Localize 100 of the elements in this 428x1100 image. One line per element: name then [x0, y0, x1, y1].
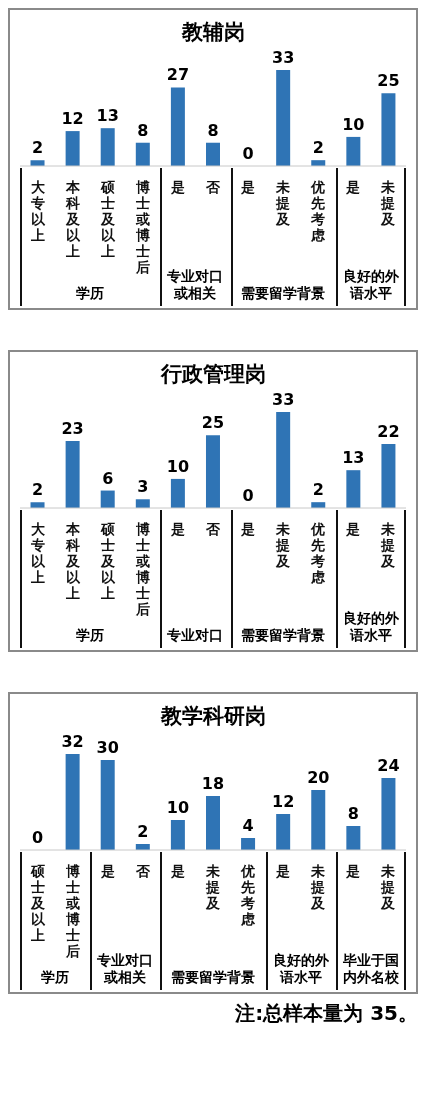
- data-label: 24: [376, 756, 401, 776]
- bar: [100, 760, 115, 850]
- x-tick-label: 硕士及以上: [29, 863, 46, 943]
- data-label: 13: [341, 448, 366, 469]
- data-label: 2: [311, 138, 325, 159]
- x-tick-label: 博士或博士后: [64, 863, 80, 959]
- bar: [205, 435, 220, 508]
- x-tick-label: 大专以上: [29, 179, 46, 243]
- text: 需要留学背景: [233, 285, 333, 302]
- bar: [311, 790, 326, 850]
- x-tick-label: 是: [169, 521, 185, 537]
- x-tick-label: 本科及以上: [64, 521, 81, 601]
- data-label: 33: [271, 48, 296, 68]
- x-tick-label: 否: [205, 521, 221, 537]
- data-label: 30: [95, 738, 120, 758]
- bar: [170, 820, 185, 850]
- data-label: 25: [376, 71, 401, 92]
- bar: [135, 499, 150, 508]
- bar: [65, 754, 80, 850]
- x-tick-label: 否: [205, 179, 221, 195]
- data-label: 2: [30, 480, 45, 501]
- x-tick-label: 是: [169, 179, 185, 195]
- data-label: 22: [376, 422, 401, 442]
- data-label: 2: [311, 480, 325, 501]
- x-tick-label: 博士或博士后: [134, 521, 150, 617]
- data-label: 12: [271, 792, 296, 812]
- data-label: 27: [165, 65, 191, 86]
- bar: [241, 838, 256, 850]
- x-tick-label: 未提及: [205, 863, 221, 911]
- text: 良好的外语水平: [338, 610, 403, 644]
- x-tick-label: 否: [134, 863, 151, 879]
- x-tick-label: 是: [345, 179, 361, 195]
- bar: [65, 441, 80, 508]
- chart-title: 教辅岗: [180, 19, 246, 46]
- x-tick-label: 是: [240, 521, 256, 537]
- data-label: 2: [30, 138, 45, 159]
- x-tick-label: 是: [240, 179, 256, 195]
- x-tick-label: 未提及: [275, 179, 292, 227]
- data-label: 10: [165, 456, 191, 477]
- x-tick-label: 是: [169, 863, 185, 879]
- data-label: 20: [306, 768, 331, 788]
- chart-title: 行政管理岗: [159, 361, 267, 388]
- bar: [100, 128, 115, 166]
- x-tick-label: 未提及: [380, 179, 397, 227]
- data-label: 0: [241, 486, 255, 506]
- x-tick-label: 是: [345, 863, 361, 879]
- bar: [65, 131, 80, 166]
- data-label: 13: [95, 106, 120, 127]
- data-label: 4: [241, 816, 255, 836]
- data-label: 0: [30, 828, 45, 848]
- bar: [276, 70, 291, 166]
- x-tick-label: 硕士及以上: [99, 179, 116, 259]
- text: 毕业于国内外名校: [338, 952, 403, 986]
- x-tick-label: 未提及: [380, 521, 397, 569]
- x-tick-label: 硕士及以上: [99, 521, 116, 601]
- bar: [381, 444, 396, 508]
- data-label: 10: [165, 798, 191, 818]
- x-tick-label: 优先考虑: [240, 863, 257, 927]
- x-tick-label: 是: [345, 521, 361, 537]
- x-tick-label: 未提及: [380, 863, 397, 911]
- data-label: 12: [60, 109, 85, 130]
- x-tick-label: 本科及以上: [64, 179, 81, 259]
- text: 专业对口或相关: [93, 952, 158, 986]
- bar: [381, 93, 396, 166]
- bar: [100, 490, 115, 508]
- bar: [135, 142, 150, 166]
- text: 专业对口或相关: [163, 268, 228, 302]
- data-label: 8: [136, 120, 150, 141]
- bar: [381, 778, 396, 850]
- x-tick-label: 优先考虑: [310, 179, 327, 243]
- bar: [346, 136, 361, 166]
- data-label: 25: [200, 413, 226, 434]
- data-label: 3: [136, 477, 150, 498]
- data-label: 33: [271, 390, 296, 410]
- data-label: 0: [241, 144, 255, 164]
- bar: [346, 826, 361, 850]
- x-tick-label: 博士或博士后: [134, 179, 150, 275]
- x-tick-label: 是: [99, 863, 115, 879]
- bar: [205, 142, 220, 166]
- text: 良好的外语水平: [338, 268, 403, 302]
- bar: [346, 470, 361, 508]
- text: 需要留学背景: [163, 969, 263, 986]
- bar: [276, 814, 291, 850]
- bar: [276, 412, 291, 508]
- data-label: 32: [60, 732, 85, 752]
- text: 需要留学背景: [233, 627, 333, 644]
- data-label: 8: [206, 120, 220, 141]
- x-tick-label: 未提及: [310, 863, 327, 911]
- data-label: 18: [200, 774, 226, 794]
- x-tick-label: 大专以上: [29, 521, 46, 585]
- data-label: 2: [136, 822, 150, 842]
- chart-title: 教学科研岗: [159, 703, 267, 730]
- text: 良好的外语水平: [268, 952, 333, 986]
- text: 学历: [23, 627, 158, 644]
- bar: [170, 478, 185, 508]
- text: 专业对口: [163, 627, 228, 644]
- data-label: 8: [346, 804, 360, 824]
- bar: [205, 796, 220, 850]
- text: 注:总样本量为 35。: [234, 1000, 418, 1027]
- text: 学历: [23, 285, 158, 302]
